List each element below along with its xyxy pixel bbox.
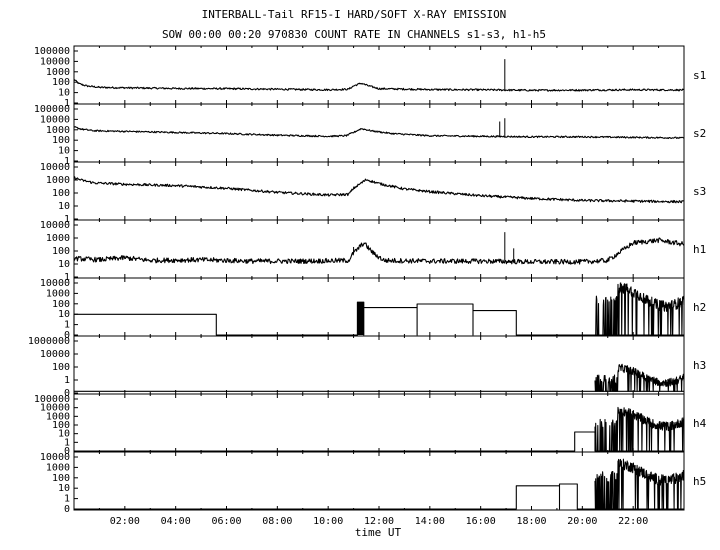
y-tick-label: 100: [52, 135, 70, 146]
y-tick-label: 1: [64, 156, 70, 167]
y-tick-label: 1000000: [28, 336, 70, 347]
x-tick-label: 10:00: [313, 516, 343, 527]
series-s3-line: [73, 176, 685, 204]
y-tick-label: 100000: [34, 394, 70, 405]
y-tick-label: 10: [58, 309, 70, 320]
y-tick-label: 10: [58, 259, 70, 270]
x-tick-label: 14:00: [415, 516, 445, 527]
chart-subtitle: SOW 00:00 00:20 970830 COUNT RATE IN CHA…: [162, 28, 546, 41]
channel-label: h3: [693, 359, 706, 372]
y-tick-label: 10000: [40, 278, 70, 289]
chart-title: INTERBALL-Tail RF15-I HARD/SOFT X-RAY EM…: [202, 8, 507, 21]
panels: 100000100001000100101s110000010000100010…: [28, 45, 707, 515]
y-tick-label: 10000: [40, 162, 70, 173]
panel-frame: [73, 277, 685, 337]
y-tick-label: 1: [64, 272, 70, 283]
y-tick-label: 1: [64, 494, 70, 505]
y-tick-label: 100000: [34, 104, 70, 115]
panel-frame: [73, 103, 685, 163]
x-tick-label: 02:00: [110, 516, 140, 527]
channel-label: h4: [693, 417, 707, 430]
series-h3-burst: [594, 363, 685, 392]
y-tick-label: 10000: [40, 403, 70, 414]
y-tick-label: 1000: [46, 233, 70, 244]
y-tick-label: 100: [52, 246, 70, 257]
burst-block: [357, 302, 364, 335]
y-tick-label: 10000: [40, 452, 70, 463]
series-h2-steps: [73, 301, 684, 336]
series-h4-burst: [594, 406, 685, 452]
y-tick-label: 1: [64, 375, 70, 386]
y-tick-label: 1000: [46, 462, 70, 473]
channel-label: s1: [693, 69, 706, 82]
y-tick-label: 100: [52, 188, 70, 199]
y-tick-label: 10000: [40, 349, 70, 360]
y-tick-label: 1: [64, 98, 70, 109]
y-tick-label: 1: [64, 214, 70, 225]
y-tick-label: 10000: [40, 220, 70, 231]
y-tick-label: 10: [58, 146, 70, 157]
panel-frame: [73, 335, 685, 395]
channel-label: s2: [693, 127, 706, 140]
channel-label: s3: [693, 185, 706, 198]
y-tick-label: 100: [52, 77, 70, 88]
y-tick-label: 100000: [34, 46, 70, 57]
x-tick-label: 16:00: [466, 516, 496, 527]
panel-frame: [73, 451, 685, 511]
x-tick-label: 18:00: [516, 516, 546, 527]
x-tick-label: 20:00: [567, 516, 597, 527]
channel-label: h2: [693, 301, 706, 314]
panel-frame: [73, 161, 685, 221]
y-tick-label: 1: [64, 437, 70, 448]
series-s2-line: [73, 125, 685, 140]
y-tick-label: 10: [58, 88, 70, 99]
x-tick-label: 22:00: [618, 516, 648, 527]
channel-label: h5: [693, 475, 706, 488]
x-tick-label: 12:00: [364, 516, 394, 527]
y-tick-label: 100: [52, 299, 70, 310]
y-tick-label: 1000: [46, 175, 70, 186]
y-tick-label: 100: [52, 473, 70, 484]
x-axis-label: time UT: [355, 526, 402, 539]
y-tick-label: 1: [64, 320, 70, 331]
y-tick-label: 0: [64, 388, 70, 399]
x-tick-label: 04:00: [161, 516, 191, 527]
series-h5-steps: [74, 483, 684, 510]
y-tick-label: 10: [58, 483, 70, 494]
panel-frame: [73, 45, 685, 105]
y-tick-label: 1000: [46, 411, 70, 422]
panel-s3: 10000 1000 100 10 1 s3: [40, 161, 706, 225]
x-tick-label: 08:00: [262, 516, 292, 527]
y-tick-label: 100: [52, 420, 70, 431]
y-tick-label: 10000: [40, 114, 70, 125]
y-tick-label: 1000: [46, 288, 70, 299]
y-tick-label: 0: [64, 330, 70, 341]
y-tick-label: 0: [64, 504, 70, 515]
series-s1-line: [73, 78, 685, 92]
y-tick-label: 1000: [46, 125, 70, 136]
series-h2-burst: [594, 282, 685, 336]
panel-frame: [73, 393, 685, 453]
series-h1-line: [73, 237, 685, 265]
y-tick-label: 0: [64, 446, 70, 457]
series-h5-burst: [594, 458, 685, 510]
x-tick-label: 06:00: [211, 516, 241, 527]
panel-frame: [73, 219, 685, 279]
y-tick-label: 1000: [46, 67, 70, 78]
x-axis: 02:00 04:00 06:00 08:00 10:00 12:00 14:00 16:00…: [110, 516, 648, 527]
y-tick-label: 10: [58, 201, 70, 212]
y-tick-label: 10: [58, 429, 70, 440]
panel-h3: 1000000 10000 100 1 0 h3: [28, 335, 706, 399]
y-tick-label: 100: [52, 362, 70, 373]
panel-h1: 10000 1000 100 10 1 h1: [40, 219, 706, 283]
y-tick-label: 10000: [40, 56, 70, 67]
channel-label: h1: [693, 243, 706, 256]
